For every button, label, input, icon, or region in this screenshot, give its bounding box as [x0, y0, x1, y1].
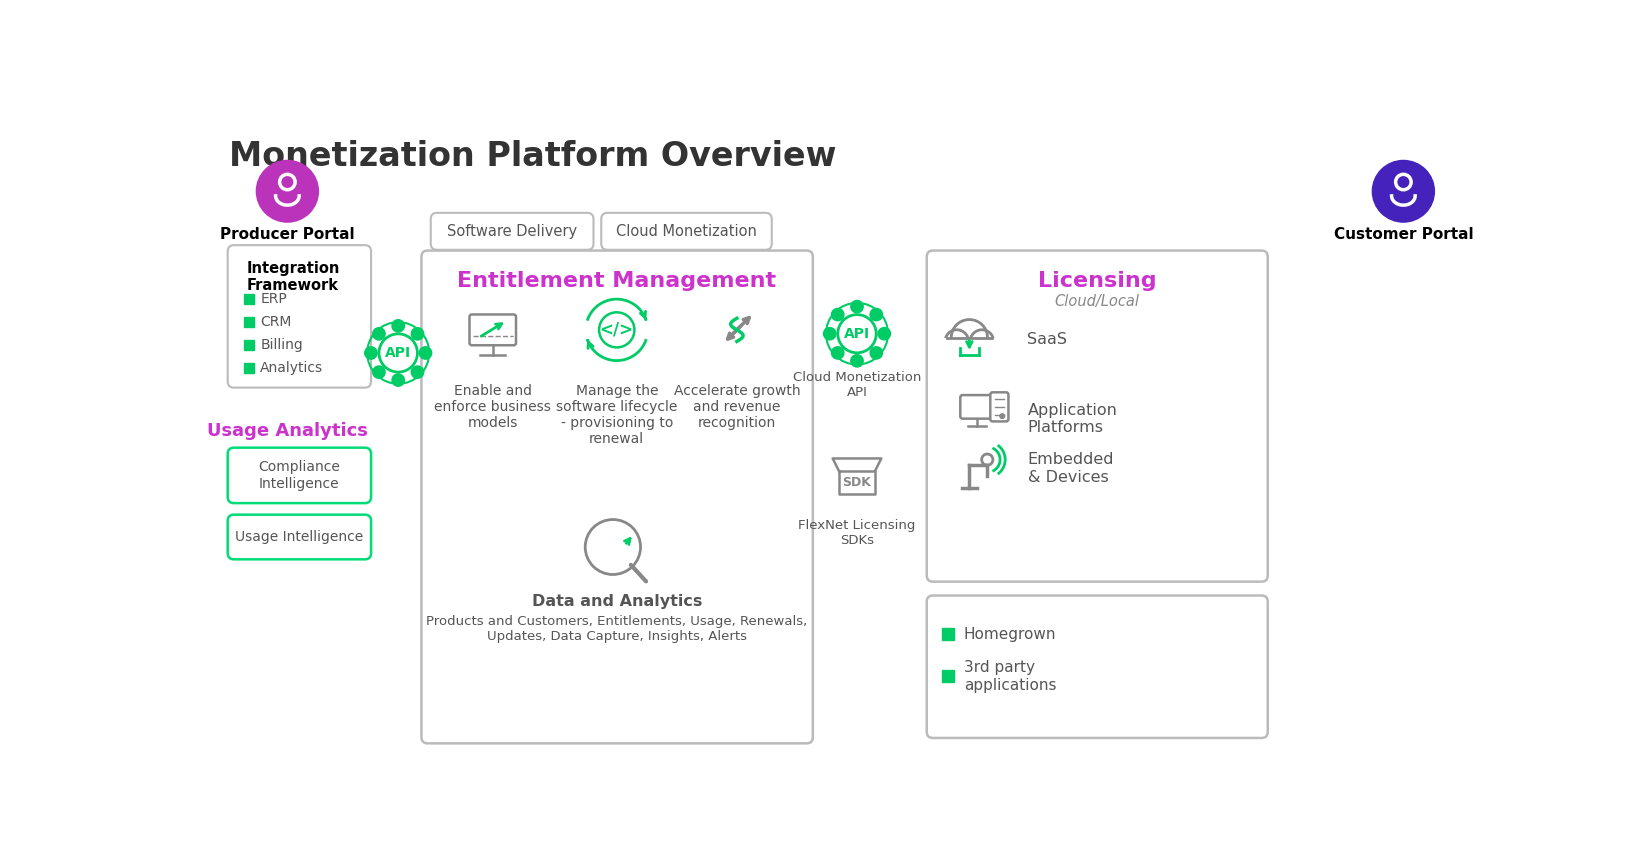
Circle shape [870, 308, 882, 321]
Text: </>: </> [600, 321, 634, 339]
Circle shape [870, 347, 882, 359]
FancyBboxPatch shape [990, 392, 1009, 421]
Text: Homegrown: Homegrown [964, 627, 1056, 641]
Text: Entitlement Management: Entitlement Management [456, 270, 776, 290]
Circle shape [257, 160, 318, 222]
Text: Compliance
Intelligence: Compliance Intelligence [259, 461, 339, 490]
Text: Cloud Monetization
API: Cloud Monetization API [793, 371, 921, 399]
Circle shape [372, 328, 386, 340]
FancyBboxPatch shape [430, 213, 593, 250]
FancyBboxPatch shape [939, 337, 1000, 360]
Circle shape [364, 347, 377, 360]
Circle shape [1373, 160, 1434, 222]
Text: 3rd party
applications: 3rd party applications [964, 660, 1056, 693]
Text: API: API [844, 327, 870, 341]
Text: Licensing: Licensing [1038, 270, 1157, 290]
Text: Application
Platforms: Application Platforms [1027, 403, 1117, 436]
FancyBboxPatch shape [602, 213, 771, 250]
Text: Software Delivery: Software Delivery [447, 223, 577, 239]
Text: Data and Analytics: Data and Analytics [532, 594, 702, 609]
Text: FlexNet Licensing
SDKs: FlexNet Licensing SDKs [798, 519, 916, 546]
FancyBboxPatch shape [961, 395, 994, 419]
Text: SaaS: SaaS [1027, 332, 1068, 348]
Circle shape [392, 319, 404, 332]
Text: Enable and
enforce business
models: Enable and enforce business models [435, 383, 550, 431]
FancyBboxPatch shape [227, 448, 371, 503]
Text: Embedded
& Devices: Embedded & Devices [1027, 452, 1114, 484]
Circle shape [372, 366, 386, 378]
FancyBboxPatch shape [227, 514, 371, 559]
Circle shape [878, 328, 890, 340]
FancyBboxPatch shape [926, 596, 1267, 738]
Text: Producer Portal: Producer Portal [221, 228, 354, 242]
FancyBboxPatch shape [422, 251, 812, 743]
Text: Products and Customers, Entitlements, Usage, Renewals,
Updates, Data Capture, In: Products and Customers, Entitlements, Us… [427, 615, 808, 643]
FancyBboxPatch shape [926, 251, 1267, 582]
Text: Integration
Framework: Integration Framework [246, 260, 339, 293]
Text: ERP: ERP [260, 292, 287, 306]
Text: API: API [386, 346, 412, 360]
Circle shape [1000, 413, 1005, 419]
Circle shape [832, 308, 844, 321]
Circle shape [824, 328, 836, 340]
Text: CRM: CRM [260, 315, 292, 330]
Text: Analytics: Analytics [260, 361, 323, 376]
Text: Manage the
software lifecycle
- provisioning to
renewal: Manage the software lifecycle - provisio… [555, 383, 677, 446]
Text: Monetization Platform Overview: Monetization Platform Overview [229, 140, 837, 173]
Circle shape [832, 347, 844, 359]
Text: Billing: Billing [260, 338, 303, 353]
Text: SDK: SDK [842, 476, 872, 489]
Circle shape [850, 354, 864, 367]
Text: Cloud/Local: Cloud/Local [1055, 294, 1140, 309]
Text: Usage Intelligence: Usage Intelligence [236, 530, 363, 544]
Text: Cloud Monetization: Cloud Monetization [616, 223, 756, 239]
FancyBboxPatch shape [470, 314, 516, 345]
Text: Usage Analytics: Usage Analytics [208, 422, 368, 440]
FancyBboxPatch shape [227, 245, 371, 388]
Circle shape [412, 328, 424, 340]
Circle shape [412, 366, 424, 378]
Circle shape [419, 347, 432, 360]
Text: Accelerate growth
and revenue
recognition: Accelerate growth and revenue recognitio… [674, 383, 801, 431]
Circle shape [850, 300, 864, 312]
Text: Customer Portal: Customer Portal [1333, 228, 1473, 242]
Circle shape [392, 374, 404, 386]
